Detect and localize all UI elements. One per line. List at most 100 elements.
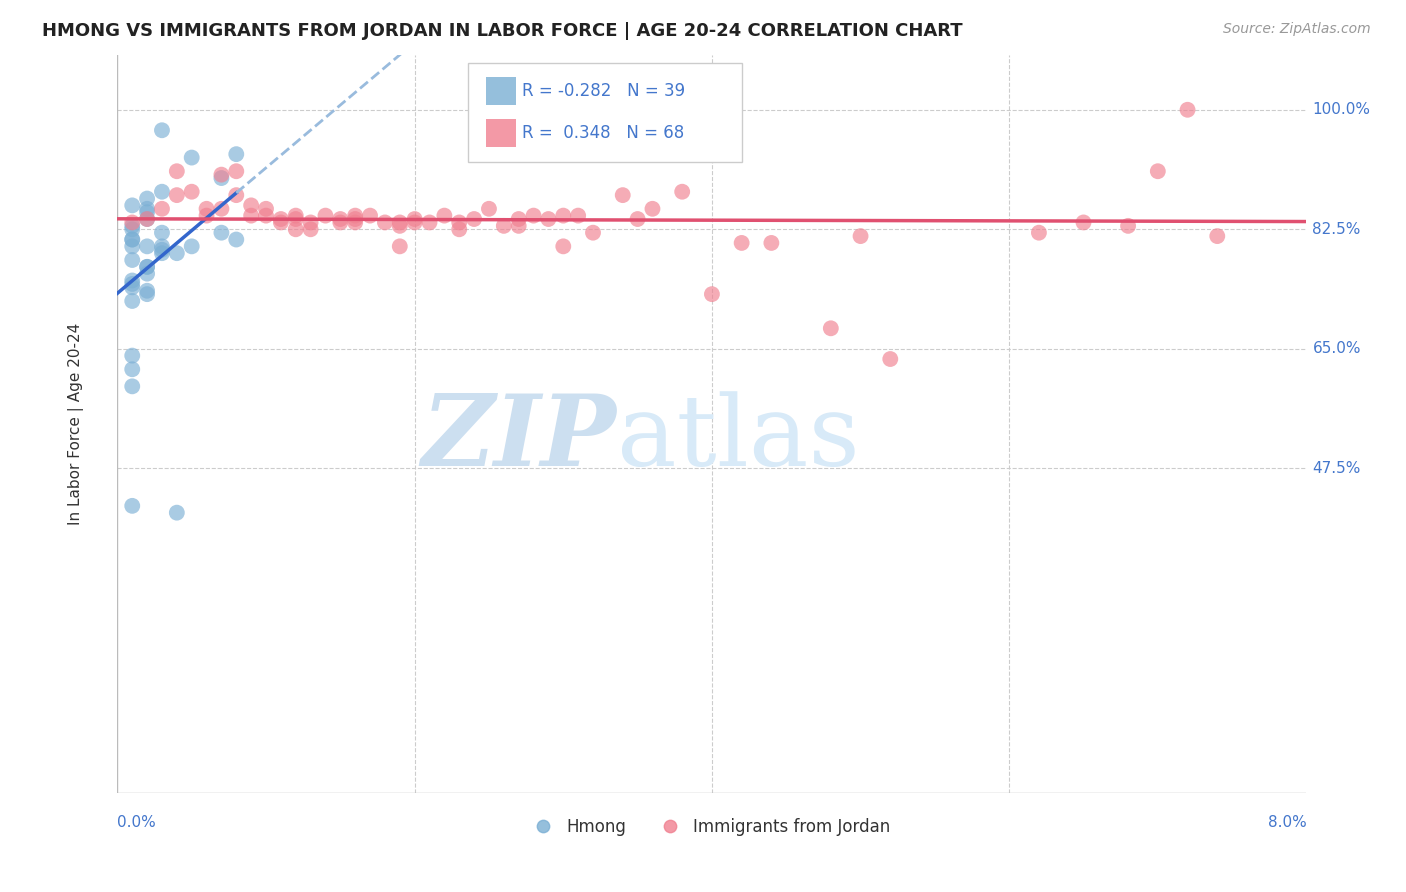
Point	[150, 185, 173, 199]
Text: 8.0%: 8.0%	[1268, 814, 1306, 830]
Point	[388, 215, 411, 229]
Point	[270, 215, 292, 229]
Point	[508, 219, 530, 233]
Point	[240, 209, 263, 223]
Text: R =  0.348   N = 68: R = 0.348 N = 68	[522, 124, 683, 142]
Point	[195, 209, 218, 223]
Point	[195, 202, 218, 216]
Point	[478, 202, 501, 216]
Point	[136, 212, 159, 227]
Point	[284, 212, 307, 227]
FancyBboxPatch shape	[468, 62, 741, 162]
Point	[121, 219, 143, 233]
Point	[1073, 215, 1095, 229]
Point	[180, 151, 202, 165]
Point	[314, 209, 336, 223]
Point	[553, 209, 575, 223]
Point	[136, 287, 159, 301]
Point	[150, 123, 173, 137]
Point	[299, 215, 322, 229]
Point	[150, 239, 173, 253]
Point	[344, 212, 367, 227]
Point	[284, 209, 307, 223]
Point	[492, 219, 515, 233]
Point	[136, 212, 159, 227]
Point	[284, 222, 307, 236]
Point	[136, 260, 159, 274]
Point	[121, 233, 143, 247]
Point	[700, 287, 723, 301]
Point	[225, 164, 247, 178]
Point	[582, 226, 605, 240]
Point	[299, 222, 322, 236]
Point	[209, 226, 232, 240]
Text: 0.0%: 0.0%	[117, 814, 156, 830]
Point	[388, 219, 411, 233]
Text: 82.5%: 82.5%	[1312, 222, 1361, 236]
Point	[166, 188, 188, 202]
Point	[121, 198, 143, 212]
Point	[388, 239, 411, 253]
Point	[136, 192, 159, 206]
Point	[121, 499, 143, 513]
Point	[254, 209, 277, 223]
Point	[121, 233, 143, 247]
Point	[225, 147, 247, 161]
Text: In Labor Force | Age 20-24: In Labor Force | Age 20-24	[67, 323, 84, 525]
Text: 47.5%: 47.5%	[1312, 461, 1361, 475]
Point	[730, 235, 752, 250]
Point	[121, 277, 143, 291]
Point	[1028, 226, 1050, 240]
Text: atlas: atlas	[617, 391, 859, 486]
Point	[418, 215, 440, 229]
Point	[537, 212, 560, 227]
Point	[359, 209, 381, 223]
Point	[150, 226, 173, 240]
Point	[166, 164, 188, 178]
Point	[136, 205, 159, 219]
Point	[121, 222, 143, 236]
Point	[404, 215, 426, 229]
Point	[820, 321, 842, 335]
Text: ZIP: ZIP	[422, 391, 617, 487]
Point	[463, 212, 485, 227]
Point	[121, 379, 143, 393]
FancyBboxPatch shape	[486, 120, 516, 147]
Point	[180, 239, 202, 253]
Point	[329, 215, 352, 229]
Point	[254, 202, 277, 216]
Point	[180, 185, 202, 199]
Point	[136, 267, 159, 281]
Point	[209, 168, 232, 182]
Text: HMONG VS IMMIGRANTS FROM JORDAN IN LABOR FORCE | AGE 20-24 CORRELATION CHART: HMONG VS IMMIGRANTS FROM JORDAN IN LABOR…	[42, 22, 963, 40]
Point	[1177, 103, 1199, 117]
Text: Source: ZipAtlas.com: Source: ZipAtlas.com	[1223, 22, 1371, 37]
Point	[522, 209, 544, 223]
Point	[166, 506, 188, 520]
Point	[433, 209, 456, 223]
Point	[121, 215, 143, 229]
Point	[136, 239, 159, 253]
Point	[270, 212, 292, 227]
Point	[508, 212, 530, 227]
Point	[209, 202, 232, 216]
Point	[121, 362, 143, 376]
Point	[761, 235, 783, 250]
Point	[404, 212, 426, 227]
Point	[121, 252, 143, 267]
Point	[612, 188, 634, 202]
Point	[121, 293, 143, 308]
Point	[626, 212, 648, 227]
Point	[567, 209, 589, 223]
Point	[225, 188, 247, 202]
Point	[1116, 219, 1139, 233]
Point	[344, 215, 367, 229]
Point	[671, 185, 693, 199]
Point	[1206, 229, 1229, 244]
Point	[150, 243, 173, 257]
Text: 65.0%: 65.0%	[1312, 342, 1361, 356]
Point	[849, 229, 872, 244]
Point	[879, 351, 901, 366]
Point	[449, 222, 471, 236]
Point	[344, 209, 367, 223]
